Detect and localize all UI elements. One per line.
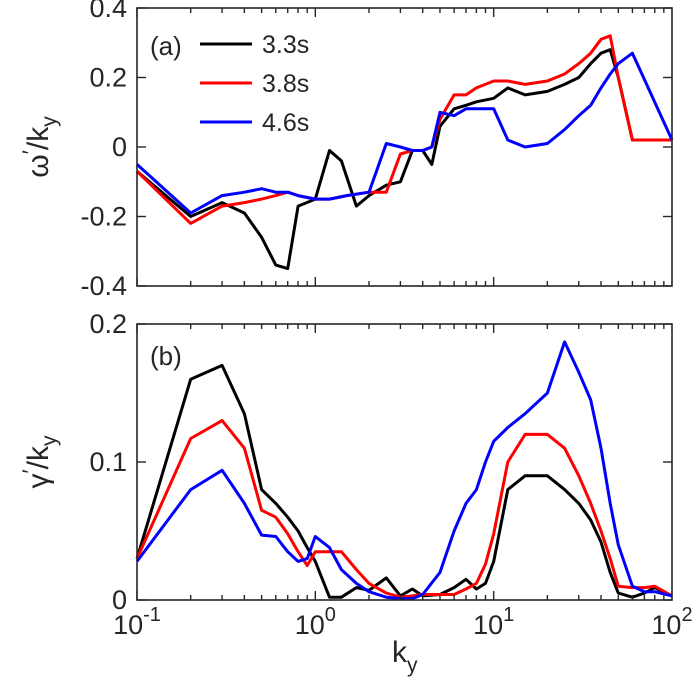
xlabel: ky xyxy=(392,636,418,677)
panel-label-b: (b) xyxy=(150,341,182,371)
legend-label: 3.3s xyxy=(262,31,309,59)
y-tick-label: 0 xyxy=(112,585,127,615)
legend-label: 3.8s xyxy=(262,70,309,98)
x-tick-label: 102 xyxy=(651,604,692,640)
series-line-a-0 xyxy=(136,48,672,271)
panel-label-a: (a) xyxy=(150,31,182,61)
x-tick-label: 100 xyxy=(295,604,336,640)
series-line-b-1 xyxy=(135,419,673,599)
ylabel-b: γ′/ky xyxy=(18,435,61,488)
x-tick-label: 101 xyxy=(473,604,514,640)
series-line-b-2 xyxy=(135,340,673,601)
y-tick-label: 0.4 xyxy=(89,0,127,23)
y-tick-label: 0.2 xyxy=(89,309,127,339)
y-tick-label: 0.2 xyxy=(89,63,127,93)
panel-a-omega: (a) ω′/ky -0.4 -0.2 0 0.2 0.4 3.3s 3.8s 4.6s xyxy=(18,0,674,301)
axes-box xyxy=(136,323,673,601)
y-tick-label: -0.4 xyxy=(80,271,127,301)
y-tick-label: 0.1 xyxy=(89,447,127,477)
legend-label: 4.6s xyxy=(262,109,309,137)
x-tick-label: 10-1 xyxy=(113,604,161,640)
panel-b-gamma: (b) γ′/ky ky 0 0.1 0.2 10-1 100 101 102 xyxy=(18,309,693,677)
y-tick-label: 0 xyxy=(112,132,127,162)
ylabel-a: ω′/ky xyxy=(18,116,61,178)
series-line-a-2 xyxy=(135,51,674,215)
y-tick-label: -0.2 xyxy=(80,202,127,232)
